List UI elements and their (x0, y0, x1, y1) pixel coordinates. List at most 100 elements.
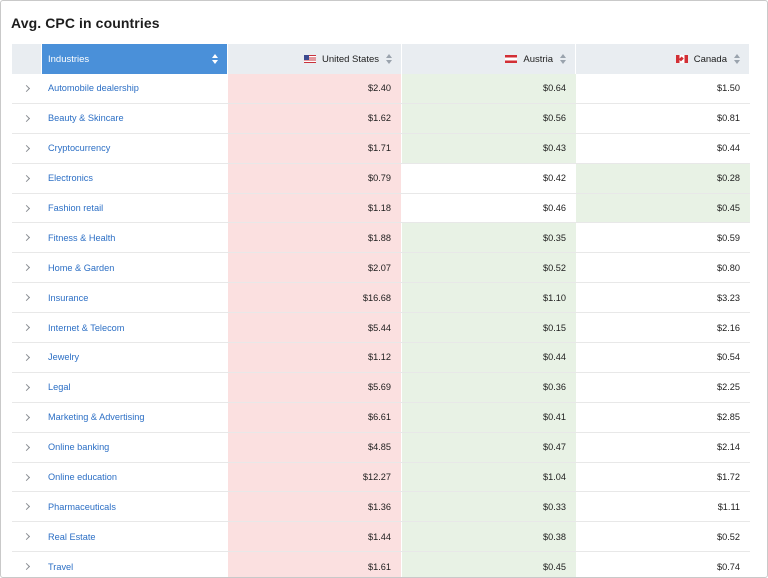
expand-row-button[interactable] (12, 492, 42, 521)
expand-row-button[interactable] (12, 283, 42, 312)
canada-cpc-value: $1.11 (576, 492, 750, 522)
table-row: Fitness & Health $1.88 $0.35 $0.59 (12, 223, 750, 254)
expand-column-header (12, 44, 42, 74)
industry-link[interactable]: Home & Garden (48, 262, 115, 273)
canada-cpc-value: $0.74 (576, 552, 750, 577)
expand-row-button[interactable] (12, 194, 42, 223)
industry-link[interactable]: Automobile dealership (48, 83, 139, 94)
austria-cpc-value: $0.46 (402, 193, 576, 223)
us-cpc-value: $1.36 (228, 492, 402, 522)
expand-row-button[interactable] (12, 433, 42, 462)
canada-cpc-value: $2.85 (576, 402, 750, 432)
expand-row-button[interactable] (12, 403, 42, 432)
sort-arrows-icon[interactable] (733, 53, 741, 65)
us-column-header[interactable]: United States (228, 44, 402, 74)
industry-link[interactable]: Electronics (48, 173, 93, 184)
austria-cpc-value: $0.33 (402, 492, 576, 522)
chevron-right-icon (22, 473, 30, 481)
chevron-right-icon (22, 443, 30, 451)
chevron-right-icon (22, 204, 30, 212)
austria-cpc-value: $1.10 (402, 283, 576, 313)
canada-cpc-value: $0.28 (576, 163, 750, 193)
austria-header-label: Austria (523, 53, 553, 65)
chevron-right-icon (22, 413, 30, 421)
chevron-right-icon (22, 324, 30, 332)
us-cpc-value: $0.79 (228, 163, 402, 193)
expand-row-button[interactable] (12, 74, 42, 103)
industry-link[interactable]: Cryptocurrency (48, 143, 111, 154)
us-flag-icon (303, 55, 316, 63)
canada-cpc-value: $0.52 (576, 522, 750, 552)
us-cpc-value: $1.12 (228, 343, 402, 372)
canada-column-header[interactable]: Canada (576, 44, 750, 74)
table-row: Online education $12.27 $1.04 $1.72 (12, 462, 750, 493)
expand-row-button[interactable] (12, 164, 42, 193)
expand-row-button[interactable] (12, 343, 42, 372)
industry-link[interactable]: Online banking (48, 442, 110, 453)
austria-cpc-value: $0.38 (402, 522, 576, 552)
industry-link[interactable]: Fashion retail (48, 203, 104, 213)
chevron-right-icon (22, 383, 30, 391)
canada-cpc-value: $2.25 (576, 372, 750, 402)
table-row: Pharmaceuticals $1.36 $0.33 $1.11 (12, 492, 750, 523)
austria-cpc-value: $0.36 (402, 372, 576, 402)
table-row: Electronics $0.79 $0.42 $0.28 (12, 163, 750, 194)
expand-row-button[interactable] (12, 104, 42, 133)
industry-link[interactable]: Online education (48, 472, 117, 483)
chevron-right-icon (22, 174, 30, 182)
expand-row-button[interactable] (12, 134, 42, 163)
austria-flag-icon (505, 55, 518, 63)
us-cpc-value: $5.44 (228, 313, 402, 343)
table-row: Internet & Telecom $5.44 $0.15 $2.16 (12, 313, 750, 344)
sort-arrows-icon[interactable] (211, 53, 219, 65)
chevron-right-icon (22, 503, 30, 511)
expand-row-button[interactable] (12, 253, 42, 282)
industry-link[interactable]: Jewelry (48, 352, 80, 363)
canada-cpc-value: $1.50 (576, 74, 750, 103)
us-cpc-value: $1.44 (228, 522, 402, 552)
table-row: Beauty & Skincare $1.62 $0.56 $0.81 (12, 103, 750, 134)
table-row: Automobile dealership $2.40 $0.64 $1.50 (12, 74, 750, 104)
austria-cpc-value: $0.47 (402, 432, 576, 462)
industries-column-header[interactable]: Industries (42, 44, 228, 74)
industry-link[interactable]: Insurance (48, 292, 89, 303)
expand-row-button[interactable] (12, 373, 42, 402)
austria-column-header[interactable]: Austria (402, 44, 576, 74)
industry-link[interactable]: Internet & Telecom (48, 322, 125, 333)
industry-link[interactable]: Travel (48, 561, 74, 572)
expand-row-button[interactable] (12, 313, 42, 342)
chevron-right-icon (22, 144, 30, 152)
industry-link[interactable]: Marketing & Advertising (48, 412, 145, 423)
industry-link[interactable]: Real Estate (48, 531, 96, 542)
table-row: Fashion retail $1.18 $0.46 $0.45 (12, 193, 750, 224)
chevron-right-icon (22, 353, 30, 361)
austria-cpc-value: $0.41 (402, 402, 576, 432)
chevron-right-icon (22, 533, 30, 541)
expand-row-button[interactable] (12, 223, 42, 252)
table-row: Cryptocurrency $1.71 $0.43 $0.44 (12, 133, 750, 164)
expand-row-button[interactable] (12, 463, 42, 492)
expand-row-button[interactable] (12, 522, 42, 551)
table-row: Real Estate $1.44 $0.38 $0.52 (12, 522, 750, 553)
us-cpc-value: $2.40 (228, 74, 402, 103)
canada-cpc-value: $2.16 (576, 313, 750, 343)
industry-link[interactable]: Beauty & Skincare (48, 113, 124, 124)
canada-cpc-value: $0.80 (576, 253, 750, 283)
us-cpc-value: $12.27 (228, 462, 402, 492)
table-row: Home & Garden $2.07 $0.52 $0.80 (12, 253, 750, 284)
austria-cpc-value: $0.52 (402, 253, 576, 283)
industry-link[interactable]: Legal (48, 382, 71, 393)
table-row: Insurance $16.68 $1.10 $3.23 (12, 283, 750, 314)
austria-cpc-value: $0.56 (402, 103, 576, 133)
us-cpc-value: $1.88 (228, 223, 402, 253)
sort-arrows-icon[interactable] (385, 53, 393, 65)
sort-arrows-icon[interactable] (559, 53, 567, 65)
industries-header-label: Industries (48, 53, 90, 65)
industry-link[interactable]: Fitness & Health (48, 232, 116, 243)
us-cpc-value: $1.71 (228, 133, 402, 163)
expand-row-button[interactable] (12, 552, 42, 577)
industry-link[interactable]: Pharmaceuticals (48, 501, 116, 512)
table-header: Industries United States Austria Canada (12, 44, 750, 74)
us-cpc-value: $1.62 (228, 103, 402, 133)
